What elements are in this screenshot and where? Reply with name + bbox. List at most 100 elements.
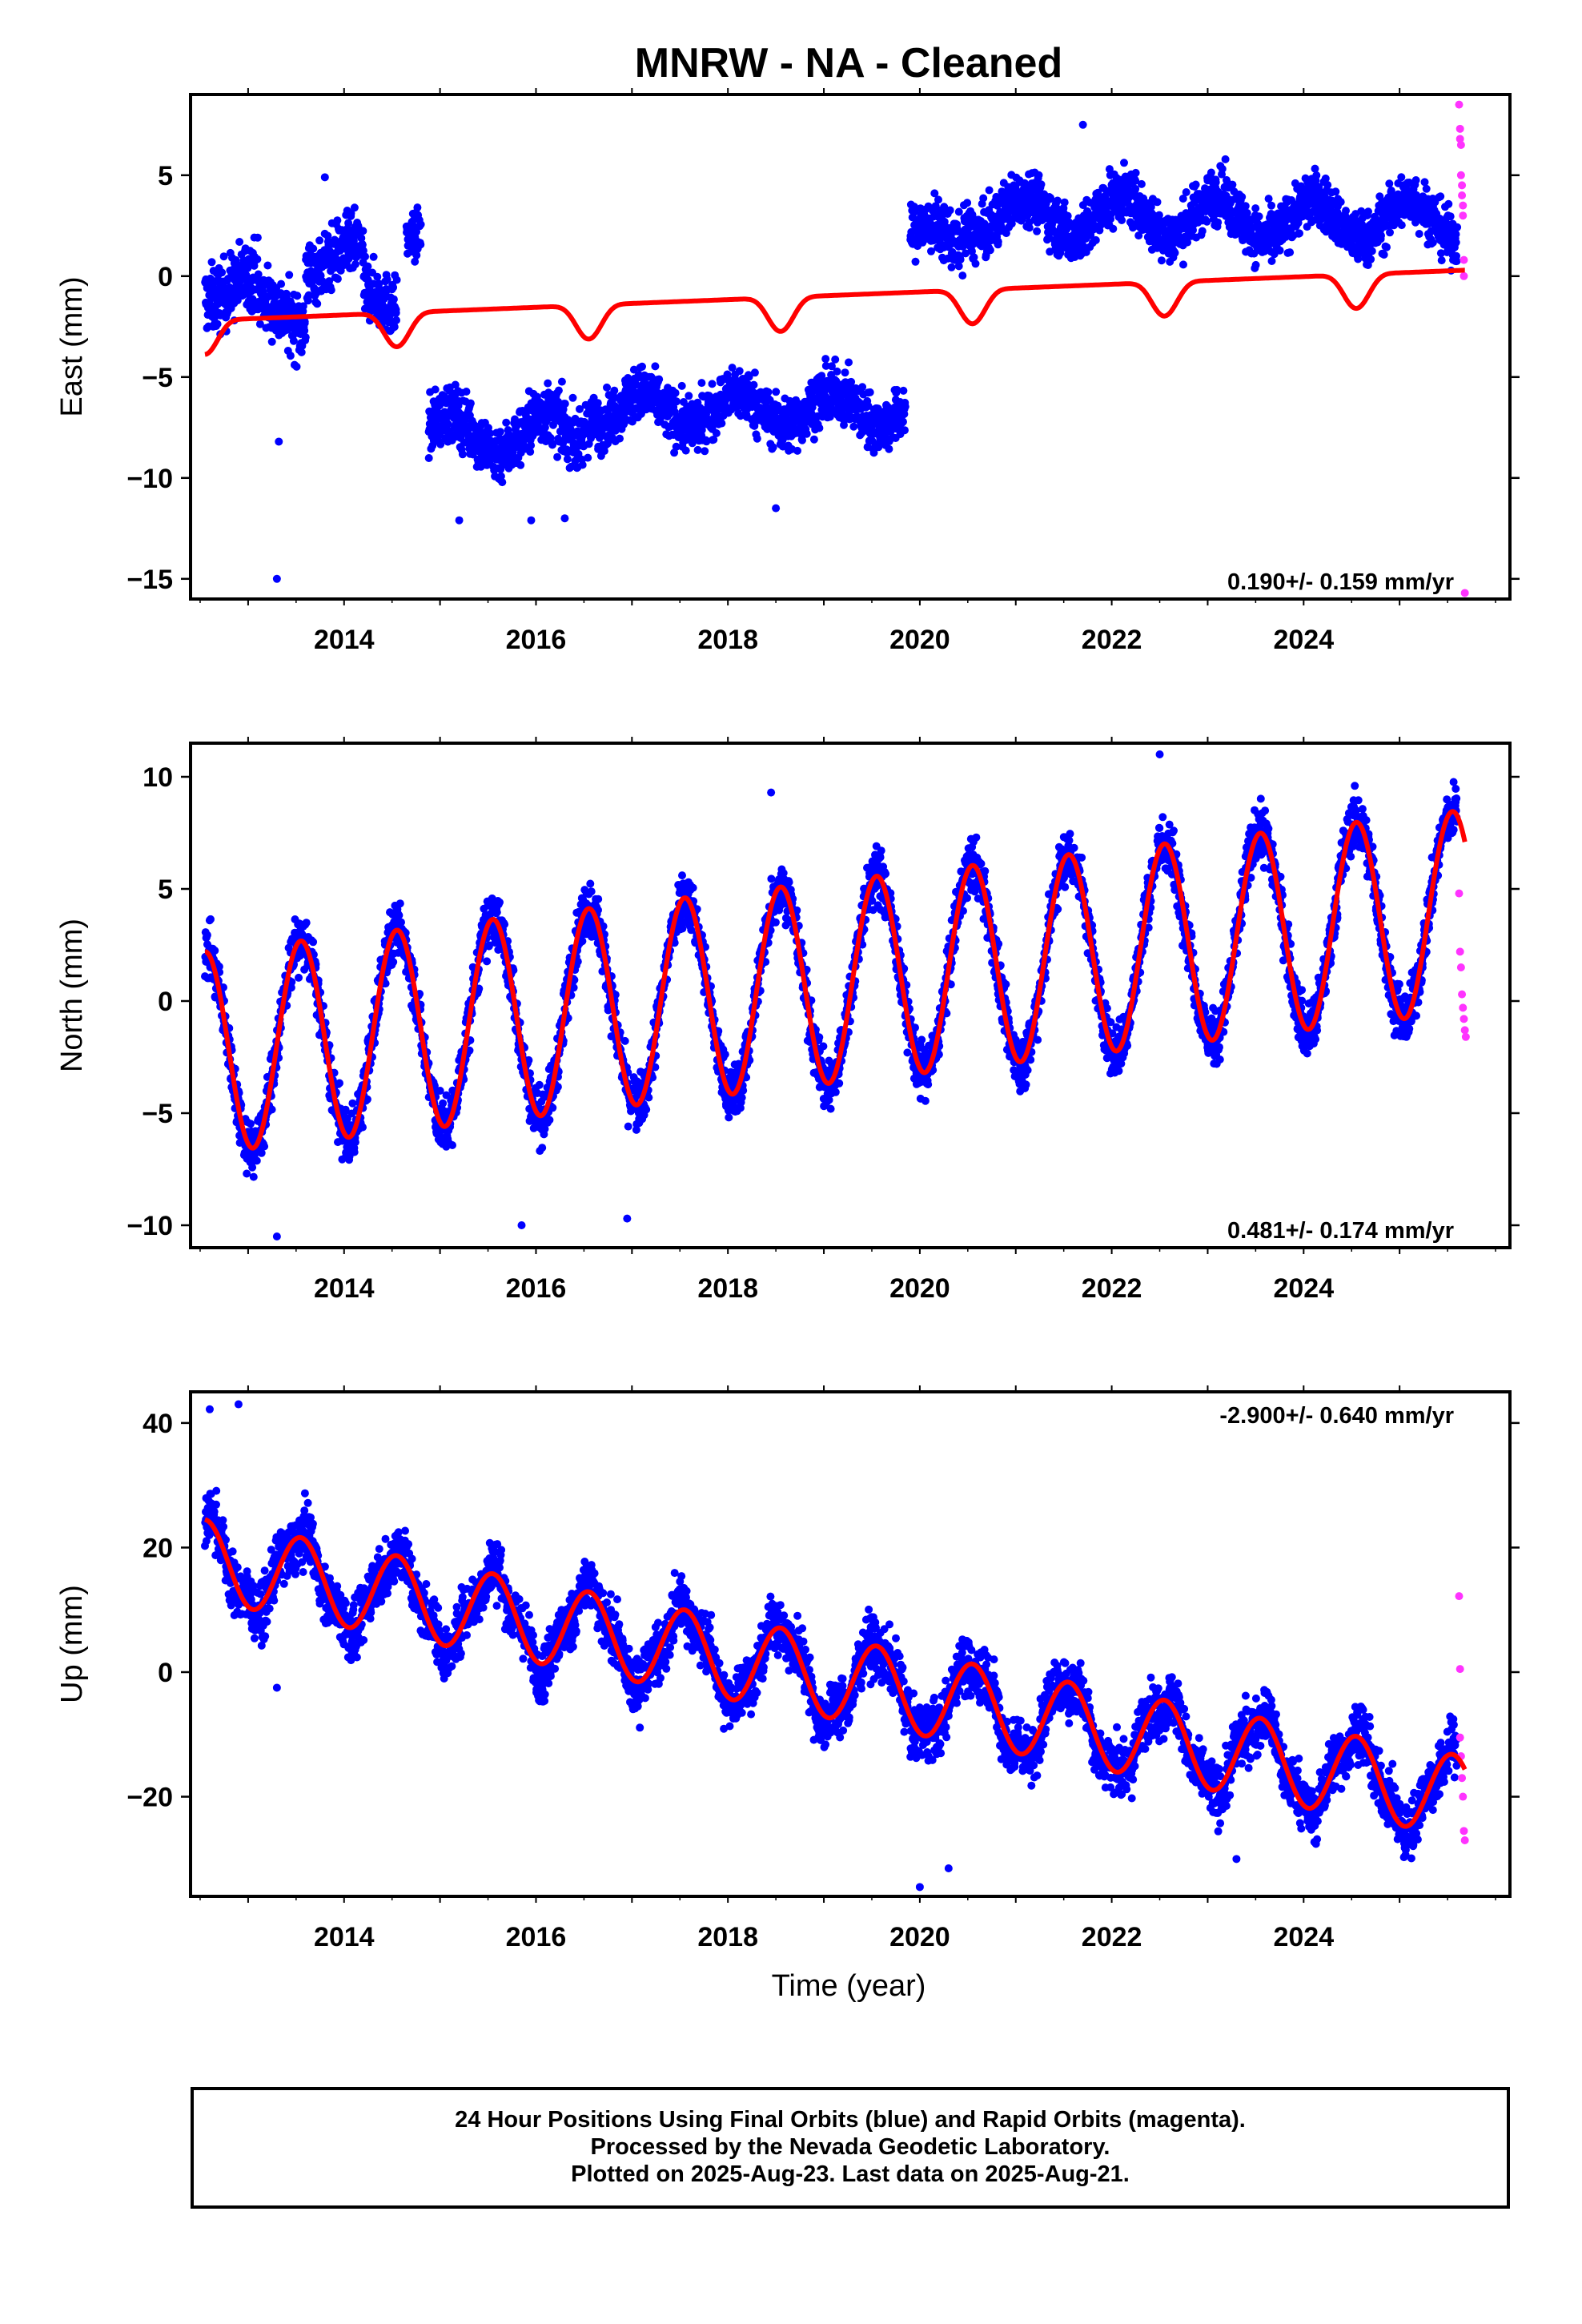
final-point bbox=[285, 271, 294, 279]
final-point bbox=[254, 270, 263, 279]
final-outlier-point bbox=[560, 514, 569, 523]
final-point bbox=[333, 275, 342, 283]
final-point bbox=[1420, 178, 1429, 187]
final-point bbox=[616, 434, 624, 443]
final-point bbox=[1221, 155, 1230, 163]
final-point bbox=[1025, 223, 1034, 232]
final-point bbox=[954, 262, 963, 271]
x-tick-label: 2018 bbox=[697, 1273, 758, 1304]
final-point bbox=[1109, 224, 1118, 233]
rapid-point bbox=[1459, 201, 1468, 210]
final-point bbox=[516, 460, 525, 469]
final-point bbox=[899, 386, 908, 395]
final-point bbox=[1446, 212, 1455, 221]
final-point bbox=[764, 388, 773, 396]
final-point bbox=[288, 301, 297, 310]
final-point bbox=[309, 244, 318, 253]
final-point bbox=[1137, 179, 1146, 188]
final-point bbox=[389, 295, 398, 304]
final-point bbox=[253, 233, 262, 242]
final-point bbox=[255, 320, 264, 328]
final-point bbox=[413, 203, 422, 212]
final-point bbox=[1214, 218, 1223, 227]
final-point bbox=[335, 1079, 343, 1088]
final-point bbox=[1367, 255, 1375, 263]
final-point bbox=[247, 1120, 255, 1128]
final-point bbox=[560, 400, 569, 408]
final-point bbox=[769, 443, 777, 452]
final-point bbox=[578, 460, 587, 469]
final-point bbox=[1157, 256, 1166, 265]
final-point bbox=[958, 271, 967, 280]
final-point bbox=[697, 379, 706, 388]
final-point bbox=[323, 231, 332, 240]
final-point bbox=[369, 252, 378, 261]
final-point bbox=[1386, 228, 1394, 237]
final-point bbox=[248, 1163, 257, 1172]
x-tick-label: 2020 bbox=[889, 625, 950, 655]
final-point bbox=[348, 1099, 357, 1108]
final-point bbox=[1323, 181, 1332, 189]
final-point bbox=[793, 446, 801, 455]
final-point bbox=[1397, 173, 1406, 182]
final-point bbox=[295, 973, 303, 982]
final-point bbox=[373, 272, 382, 281]
final-point bbox=[1452, 257, 1461, 266]
final-point bbox=[327, 286, 335, 295]
final-point bbox=[1191, 180, 1200, 189]
x-tick-label: 2020 bbox=[889, 1273, 950, 1304]
final-point bbox=[901, 402, 909, 411]
final-point bbox=[712, 429, 721, 437]
final-point bbox=[390, 323, 399, 332]
y-tick-label: 5 bbox=[158, 875, 173, 905]
x-tick-label: 2022 bbox=[1082, 1273, 1142, 1304]
final-point bbox=[1336, 198, 1345, 207]
final-outlier-point bbox=[527, 516, 536, 525]
final-outlier-point bbox=[1078, 120, 1087, 129]
final-point bbox=[389, 283, 398, 292]
final-point bbox=[638, 362, 646, 371]
final-point bbox=[557, 377, 566, 386]
final-point bbox=[708, 380, 717, 388]
final-point bbox=[1060, 198, 1069, 207]
final-point bbox=[1311, 164, 1319, 173]
x-tick-label: 2016 bbox=[506, 1273, 567, 1304]
final-point bbox=[416, 240, 425, 249]
final-point bbox=[1444, 199, 1453, 208]
final-point bbox=[821, 355, 830, 364]
final-point bbox=[363, 262, 372, 271]
final-point bbox=[301, 333, 310, 342]
final-point bbox=[300, 317, 309, 326]
final-point bbox=[361, 252, 369, 261]
y-tick-label: −10 bbox=[126, 1211, 173, 1241]
final-point bbox=[299, 302, 307, 311]
final-point bbox=[651, 362, 660, 371]
final-point bbox=[1118, 216, 1126, 224]
final-point bbox=[1207, 168, 1215, 177]
final-point bbox=[717, 419, 726, 428]
final-point bbox=[462, 388, 471, 396]
final-point bbox=[858, 383, 867, 392]
final-point bbox=[1452, 230, 1460, 239]
final-point bbox=[267, 337, 276, 346]
final-point bbox=[1267, 201, 1275, 210]
final-point bbox=[1046, 194, 1055, 203]
final-point bbox=[1342, 207, 1350, 215]
final-point bbox=[349, 236, 358, 245]
final-point bbox=[297, 348, 306, 356]
final-point bbox=[750, 368, 759, 377]
final-outlier-point bbox=[275, 437, 283, 446]
final-point bbox=[211, 947, 219, 955]
final-point bbox=[1364, 207, 1372, 216]
final-point bbox=[1211, 178, 1220, 187]
final-point bbox=[1452, 238, 1460, 247]
final-point bbox=[219, 252, 228, 261]
final-point bbox=[502, 418, 511, 427]
final-point bbox=[610, 386, 619, 395]
final-point bbox=[544, 379, 552, 388]
final-point bbox=[1267, 257, 1276, 265]
final-point bbox=[252, 1156, 261, 1165]
final-point bbox=[1383, 243, 1391, 251]
final-point bbox=[593, 399, 602, 408]
final-point bbox=[218, 268, 227, 277]
